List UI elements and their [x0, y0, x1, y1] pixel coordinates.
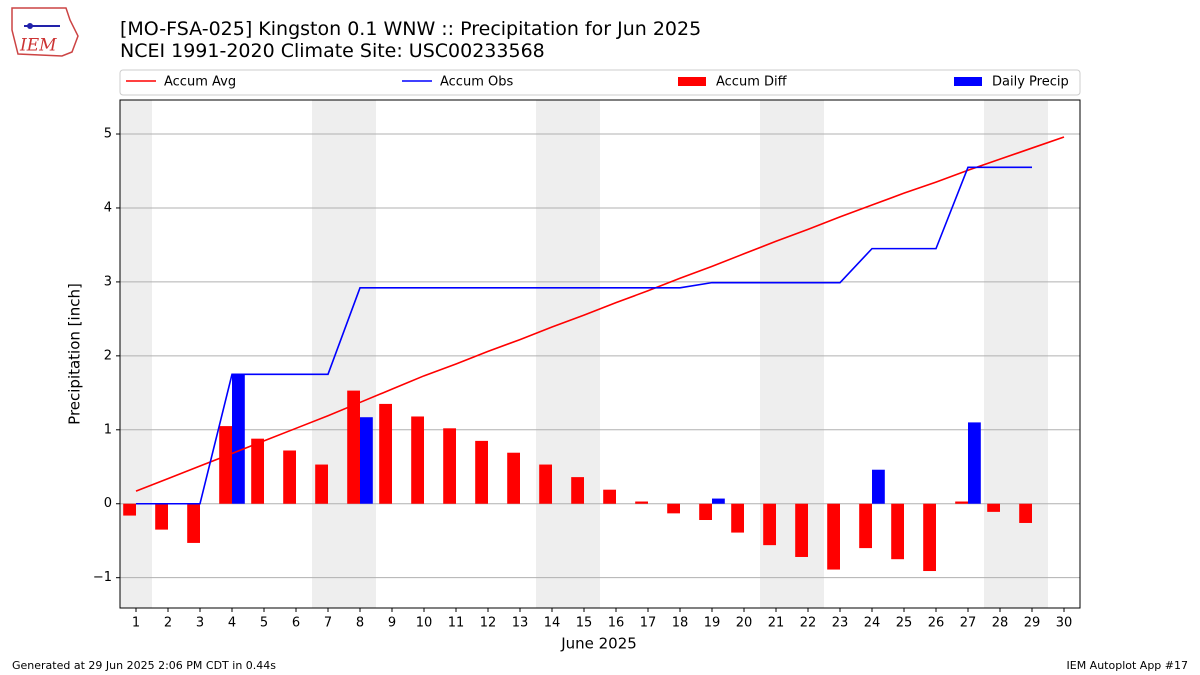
x-tick-label: 13	[512, 616, 529, 631]
bar	[251, 438, 264, 504]
bar	[507, 452, 520, 504]
weekend-shade	[984, 100, 1048, 608]
y-tick-label: 4	[104, 200, 112, 215]
bar	[360, 417, 373, 504]
chart-subtitle: NCEI 1991-2020 Climate Site: USC00233568	[120, 40, 545, 62]
footer-left: Generated at 29 Jun 2025 2:06 PM CDT in …	[12, 659, 276, 672]
bar	[571, 477, 584, 504]
x-tick-label: 8	[356, 616, 364, 631]
y-tick-label: 5	[104, 127, 112, 142]
legend-box	[119, 69, 1081, 96]
y-tick-label: 3	[104, 274, 112, 289]
weekend-shade	[312, 100, 376, 608]
bar	[475, 440, 488, 504]
x-tick-label: 18	[672, 616, 689, 631]
bar	[315, 464, 328, 504]
bar	[859, 503, 872, 549]
line	[135, 136, 1065, 492]
bar	[603, 489, 616, 504]
bar	[699, 503, 712, 521]
chart-title: [MO-FSA-025] Kingston 0.1 WNW :: Precipi…	[120, 18, 701, 40]
plot-frame	[119, 99, 1081, 609]
x-tick-label: 15	[576, 616, 593, 631]
bar	[411, 416, 424, 504]
x-tick-label: 3	[196, 616, 204, 631]
x-tick-label: 20	[736, 616, 753, 631]
x-tick-label: 28	[992, 616, 1009, 631]
x-tick-label: 29	[1024, 616, 1041, 631]
x-tick-label: 27	[960, 616, 977, 631]
x-tick-label: 26	[928, 616, 945, 631]
bar	[219, 426, 232, 504]
legend-swatch	[678, 77, 706, 86]
legend-swatch	[954, 77, 982, 86]
y-tick-label: 2	[104, 348, 112, 363]
plot-area	[120, 100, 1080, 608]
bar	[379, 403, 392, 504]
bar	[667, 503, 680, 514]
bar	[443, 428, 456, 504]
y-tick-label: 0	[104, 496, 112, 511]
x-tick-label: 23	[832, 616, 849, 631]
logo-outline	[11, 7, 79, 57]
weekend-shade	[536, 100, 600, 608]
x-tick-label: 17	[640, 616, 657, 631]
legend-label: Accum Avg	[164, 75, 236, 90]
bar	[539, 464, 552, 504]
legend-label: Accum Obs	[440, 75, 513, 90]
bar	[123, 503, 136, 516]
bar	[955, 501, 968, 504]
bar	[712, 498, 725, 504]
x-axis-label: June 2025	[560, 635, 637, 653]
bar	[795, 503, 808, 557]
x-tick-label: 5	[260, 616, 268, 631]
logo-dot	[27, 23, 33, 29]
x-tick-label: 22	[800, 616, 817, 631]
x-tick-label: 4	[228, 616, 236, 631]
x-tick-label: 21	[768, 616, 785, 631]
bar	[923, 503, 936, 572]
x-tick-label: 24	[864, 616, 881, 631]
x-tick-label: 9	[388, 616, 396, 631]
y-tick-label: −1	[93, 570, 112, 585]
x-tick-label: 10	[416, 616, 433, 631]
bar	[968, 422, 981, 504]
bar	[232, 374, 245, 504]
x-tick-label: 16	[608, 616, 625, 631]
x-tick-label: 1	[132, 616, 140, 631]
x-tick-label: 19	[704, 616, 721, 631]
weekend-shade	[120, 100, 152, 608]
y-tick-label: 1	[104, 422, 112, 437]
legend-label: Accum Diff	[716, 75, 788, 90]
line	[136, 166, 1032, 505]
bar	[155, 503, 168, 530]
x-tick-label: 11	[448, 616, 465, 631]
bar	[1019, 503, 1032, 523]
bar	[187, 503, 200, 543]
bar	[987, 503, 1000, 512]
bar	[635, 501, 648, 504]
x-tick-label: 30	[1056, 616, 1073, 631]
x-tick-label: 25	[896, 616, 913, 631]
legend-label: Daily Precip	[992, 75, 1069, 90]
x-tick-label: 2	[164, 616, 172, 631]
bar	[347, 390, 360, 504]
x-tick-label: 12	[480, 616, 497, 631]
bar	[872, 469, 885, 504]
x-tick-label: 7	[324, 616, 332, 631]
x-tick-label: 14	[544, 616, 561, 631]
bar	[763, 503, 776, 546]
logo: IEM	[11, 7, 79, 57]
bar	[891, 503, 904, 560]
bar	[731, 503, 744, 533]
y-axis-label: Precipitation [inch]	[66, 283, 84, 425]
footer-right: IEM Autoplot App #17	[1067, 659, 1189, 672]
logo-text: IEM	[19, 36, 57, 56]
x-tick-label: 6	[292, 616, 300, 631]
bar	[827, 503, 840, 570]
bar	[283, 450, 296, 504]
